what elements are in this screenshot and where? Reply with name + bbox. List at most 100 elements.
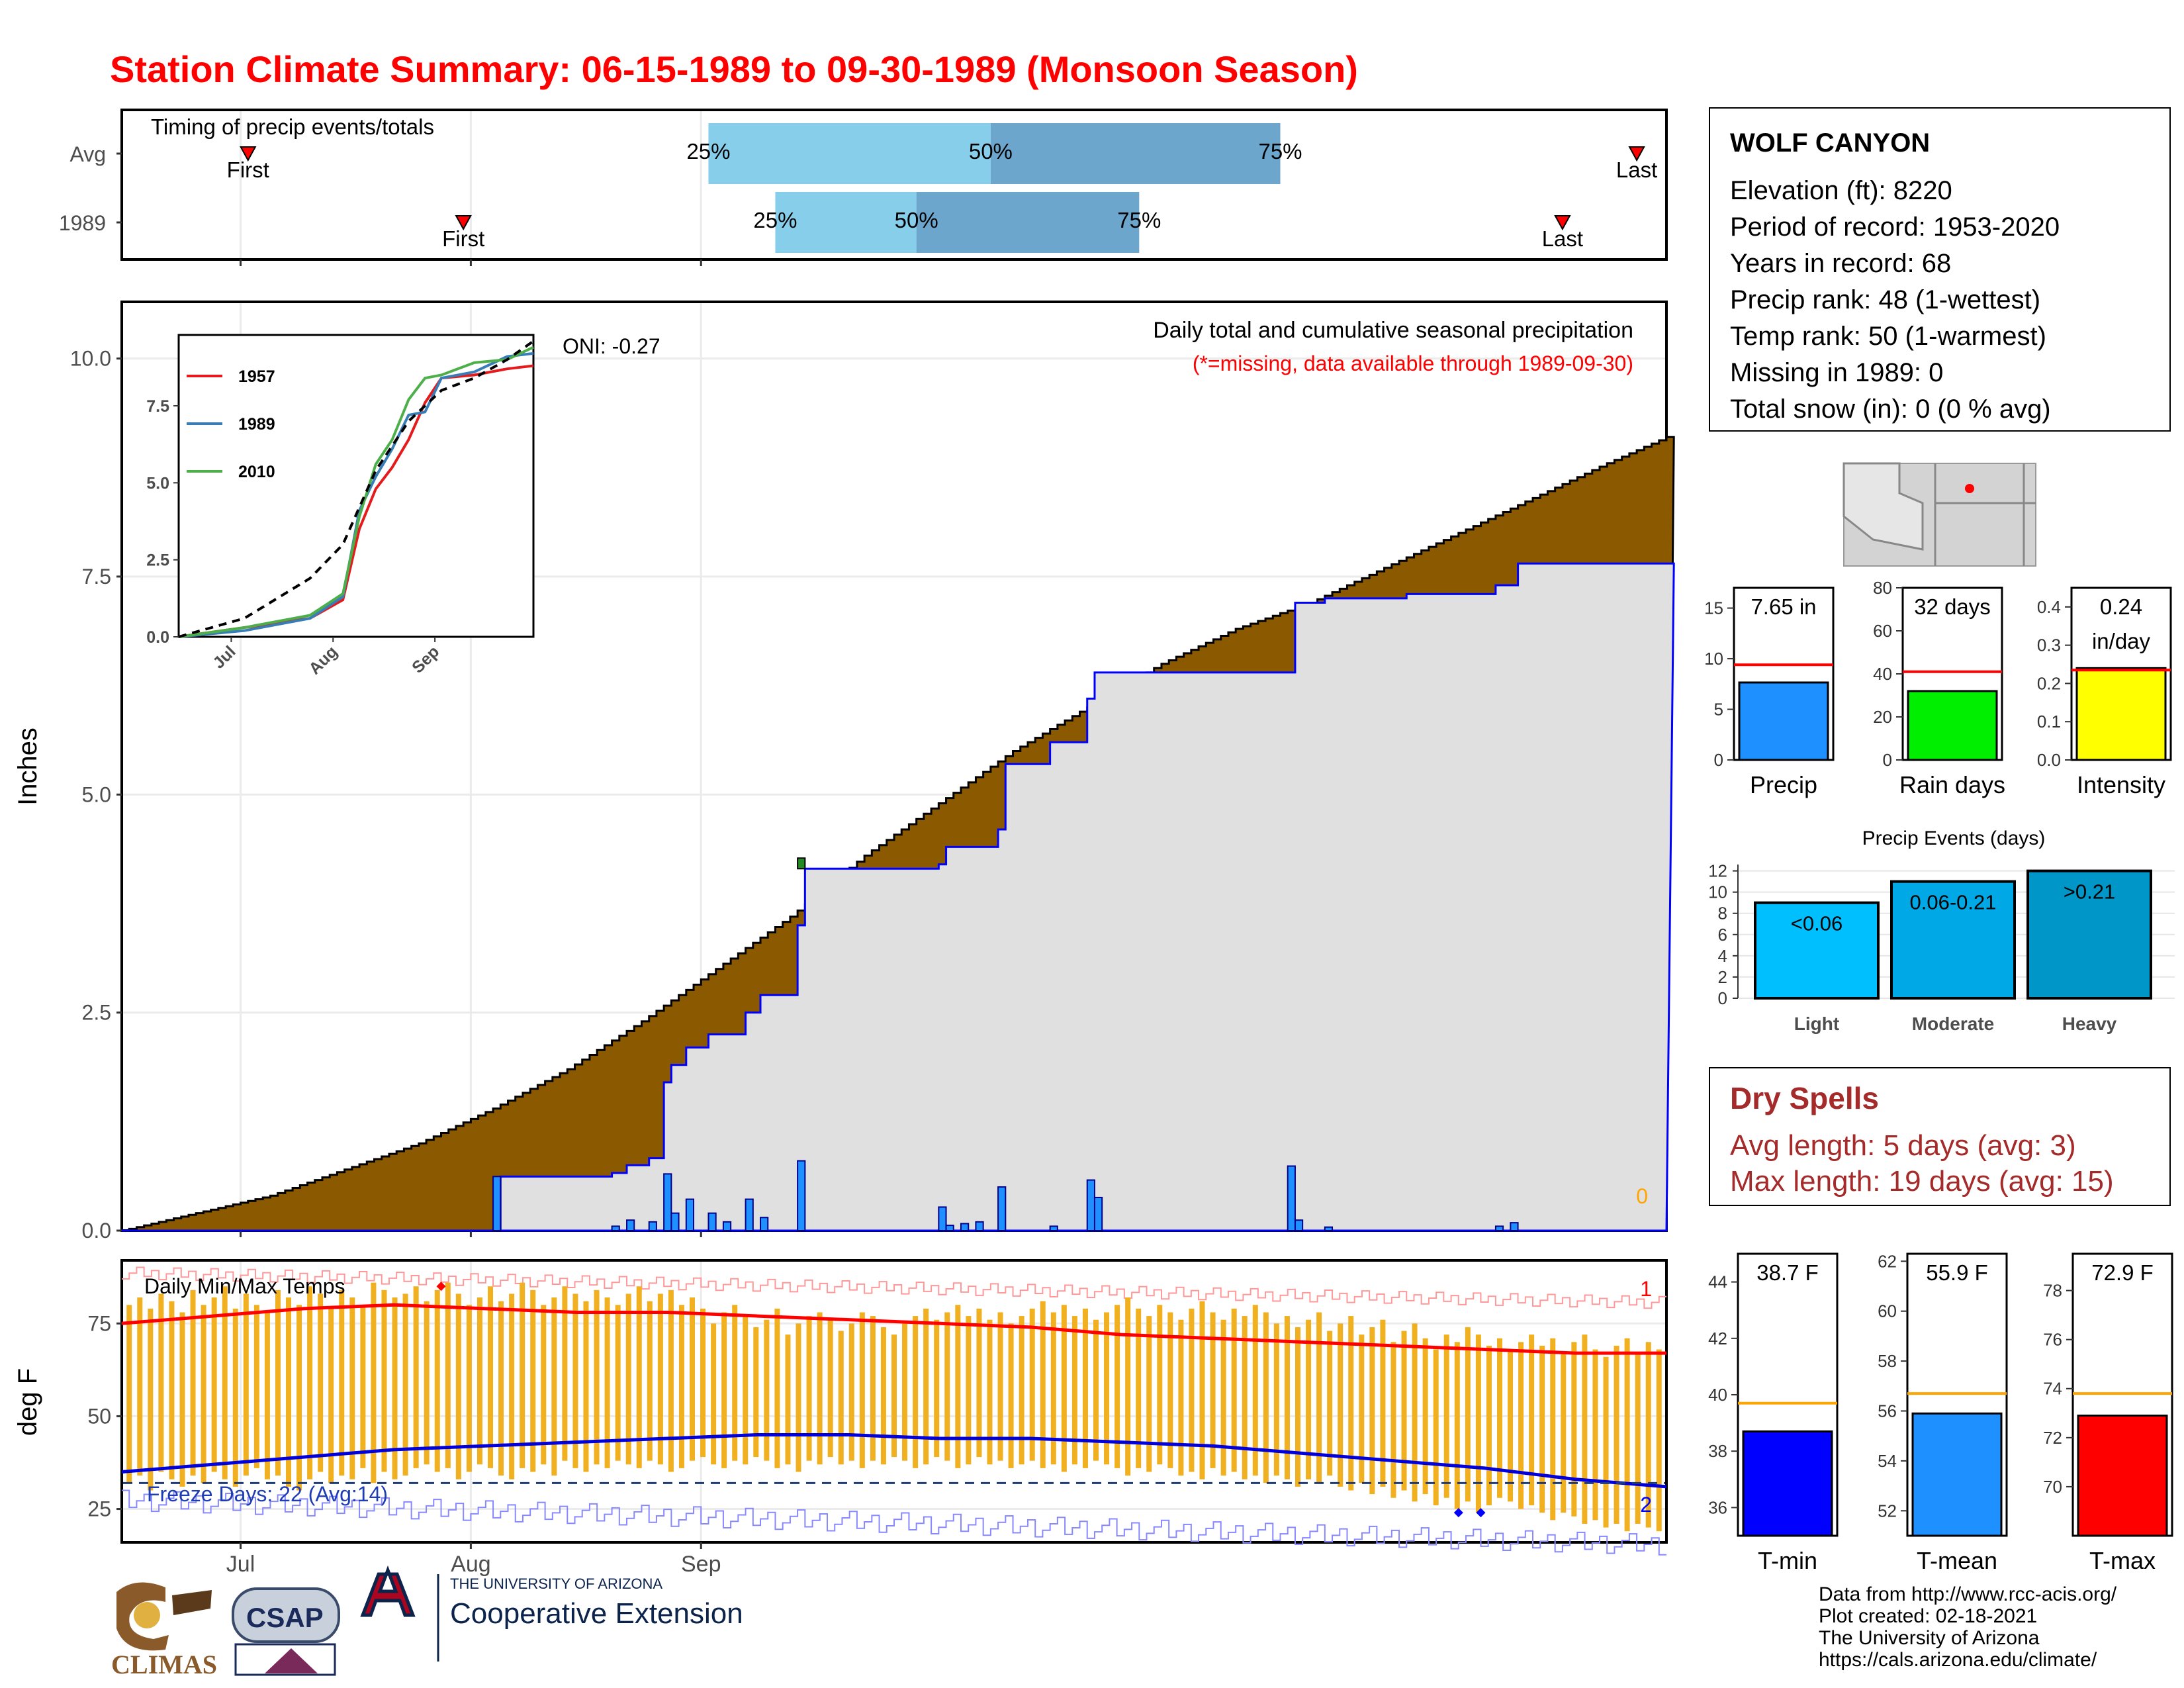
iqr-bar-low — [708, 123, 991, 184]
daily-temp-bar — [1273, 1323, 1279, 1476]
daily-temp-bar — [1550, 1338, 1556, 1521]
daily-temp-bar — [1242, 1316, 1248, 1479]
summary-y-tick: 80 — [1873, 578, 1892, 598]
first-event-label: First — [442, 226, 484, 251]
daily-temp-bar — [1199, 1301, 1205, 1479]
daily-temp-bar — [190, 1289, 196, 1476]
daily-temp-bar — [1496, 1338, 1502, 1498]
y-tick-label: 50 — [87, 1404, 111, 1428]
station-years: Years in record: 68 — [1730, 249, 1952, 278]
daily-temp-bar — [1369, 1327, 1375, 1495]
dry-spells-box: Dry Spells Avg length: 5 days (avg: 3) M… — [1709, 1067, 2171, 1206]
summary-y-tick: 40 — [1708, 1385, 1727, 1405]
daily-temp-bar — [562, 1286, 568, 1461]
daily-temp-bar — [520, 1282, 525, 1468]
legend-label: 1957 — [238, 367, 275, 386]
daily-temp-bar — [1338, 1323, 1343, 1487]
summary-y-tick: 44 — [1708, 1272, 1727, 1292]
daily-precip-bar — [611, 1225, 620, 1231]
y-tick-label: 0.0 — [82, 1219, 111, 1243]
summary-bars: 0 5 10 15 7.65 in Precip 0 20 40 60 80 32 days Rain … — [1704, 578, 2172, 798]
summary-y-tick: 70 — [2043, 1477, 2062, 1497]
daily-temp-bar — [1284, 1316, 1290, 1479]
summary-y-tick: 5 — [1714, 700, 1723, 720]
daily-temp-bar — [880, 1327, 886, 1465]
summary-value: 32 days — [1914, 594, 1991, 619]
station-marker — [1965, 484, 1974, 493]
summary-y-tick: 0.3 — [2037, 635, 2061, 655]
ua-extension: Cooperative Extension — [450, 1597, 743, 1630]
p75-label: 75% — [1117, 208, 1161, 232]
daily-temp-bar — [657, 1293, 663, 1465]
month-label: Jul — [226, 1552, 255, 1577]
daily-temp-bar — [1359, 1335, 1365, 1483]
record-high-line — [122, 1266, 1666, 1309]
summary-y-tick: 74 — [2043, 1379, 2062, 1399]
daily-precip-bar — [1324, 1226, 1334, 1231]
daily-temp-bar — [1412, 1323, 1418, 1502]
station-missing: Missing in 1989: 0 — [1730, 358, 1944, 387]
timing-panel: Timing of precip events/totals Avg 25% 50%… — [59, 109, 1668, 266]
daily-temp-bar — [477, 1297, 482, 1465]
daily-temp-bar — [997, 1312, 1003, 1461]
summary-bar — [1738, 681, 1829, 761]
events-title: Precip Events (days) — [1862, 827, 2046, 849]
daily-temp-bar — [1529, 1335, 1535, 1505]
credit-line: Data from http://www.rcc-acis.org/ — [1819, 1583, 2117, 1605]
daily-temp-bar — [275, 1289, 281, 1476]
daily-temp-bar — [1508, 1349, 1514, 1502]
month-label: Aug — [451, 1552, 491, 1577]
daily-temp-bar — [743, 1316, 749, 1465]
daily-temp-bar — [732, 1305, 738, 1461]
month-labels: Jul Aug Sep — [226, 1552, 721, 1577]
daily-temp-bar — [764, 1319, 770, 1461]
summary-label: Rain days — [1899, 771, 2005, 798]
p75-label: 75% — [1258, 139, 1302, 164]
summary-label: T-min — [1758, 1547, 1817, 1574]
inset-frame — [177, 334, 535, 638]
credit-line: https://cals.arizona.edu/climate/ — [1819, 1649, 2097, 1671]
summary-label: Precip — [1750, 771, 1817, 798]
summary-value: 55.9 F — [1926, 1260, 1988, 1285]
credit-line: Plot created: 02-18-2021 — [1819, 1605, 2038, 1627]
daily-temp-bar — [1454, 1342, 1460, 1509]
map-inset — [1843, 462, 2036, 567]
p50-label: 50% — [969, 139, 1013, 164]
daily-precip-bar — [1287, 1165, 1296, 1231]
daily-precip-bar — [1093, 1196, 1103, 1232]
daily-temp-bar — [1486, 1345, 1492, 1505]
daily-temp-bar — [296, 1305, 302, 1491]
daily-temp-bar — [222, 1286, 228, 1479]
daily-temp-bar — [955, 1305, 961, 1468]
daily-temp-bar — [349, 1297, 355, 1479]
daily-temp-bar — [753, 1327, 759, 1458]
daily-temp-bar — [1136, 1308, 1142, 1468]
legend-label: 2010 — [238, 463, 275, 481]
summary-y-tick: 0.0 — [2037, 750, 2061, 770]
inset-y-tick: 7.5 — [146, 397, 169, 416]
daily-temp-bar — [1189, 1308, 1195, 1472]
daily-temp-bar — [1210, 1312, 1216, 1468]
event-bar-label: >0.21 — [2064, 880, 2115, 904]
summary-y-tick: 76 — [2043, 1330, 2062, 1350]
daily-temp-bar — [1635, 1353, 1641, 1524]
daily-temp-bar — [615, 1305, 621, 1461]
csap-mountain — [265, 1648, 318, 1673]
daily-precip-bar — [797, 1160, 806, 1232]
ua-name: THE UNIVERSITY OF ARIZONA — [450, 1575, 662, 1592]
summary-value: in/day — [2092, 629, 2151, 653]
summary-label: T-mean — [1917, 1547, 1997, 1574]
obs-cumulative-area — [122, 562, 1675, 1232]
daily-precip-bar — [1494, 1225, 1504, 1231]
daily-temp-bar — [1125, 1297, 1131, 1476]
daily-temp-bar — [179, 1312, 185, 1487]
daily-temp-bar — [594, 1289, 600, 1465]
temp-panel: 25 50 75 Daily Min/Max Temps Freeze Days: … — [13, 1259, 1668, 1577]
daily-temp-bar — [647, 1301, 653, 1461]
inset-y-tick: 2.5 — [146, 551, 169, 570]
summary-label: Intensity — [2077, 771, 2165, 798]
daily-temp-bar — [1231, 1308, 1237, 1472]
